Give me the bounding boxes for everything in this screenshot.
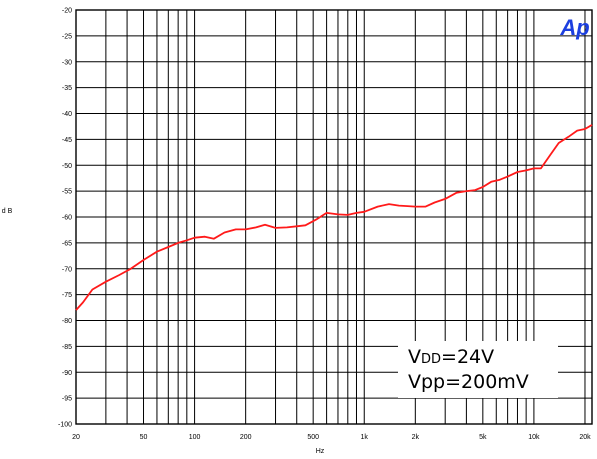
y-axis-label: d B bbox=[2, 208, 13, 215]
x-tick-label: 100 bbox=[189, 434, 201, 441]
y-tick-labels: -20 -25 -30 -35 -40 -45 -50 -55 -60 -65 -70 -75 -80 -… bbox=[58, 8, 72, 429]
y-tick-label: -25 bbox=[62, 33, 72, 40]
vpp-annotation: Vpp=200mV bbox=[408, 371, 529, 393]
x-tick-label: 20k bbox=[579, 434, 591, 441]
series-group bbox=[75, 124, 593, 311]
y-tick-label: -40 bbox=[62, 111, 72, 118]
x-tick-labels: 20 50 100 200 500 1k 2k 5k 10k 20k bbox=[72, 434, 591, 441]
y-tick-label: -90 bbox=[62, 370, 72, 377]
y-tick-label: -100 bbox=[58, 422, 72, 429]
annotation-box: VDD=24V Vpp=200mV bbox=[398, 341, 558, 398]
vdd-annotation: VDD=24V bbox=[408, 346, 494, 368]
x-tick-label: 2k bbox=[412, 434, 420, 441]
y-tick-label: -70 bbox=[62, 266, 72, 273]
ap-logo: Ap bbox=[559, 15, 589, 40]
y-tick-label: -80 bbox=[62, 318, 72, 325]
x-tick-label: 200 bbox=[240, 434, 252, 441]
x-tick-label: 10k bbox=[528, 434, 540, 441]
y-tick-label: -20 bbox=[62, 8, 72, 15]
y-tick-label: -30 bbox=[62, 59, 72, 66]
annotation-background bbox=[398, 341, 558, 398]
y-tick-label: -35 bbox=[62, 85, 72, 92]
y-tick-label: -75 bbox=[62, 292, 72, 299]
x-tick-label: 5k bbox=[479, 434, 487, 441]
response-curve bbox=[75, 124, 593, 311]
x-tick-label: 20 bbox=[72, 434, 80, 441]
x-tick-label: 500 bbox=[307, 434, 319, 441]
x-tick-label: 1k bbox=[361, 434, 369, 441]
x-axis-label: Hz bbox=[316, 448, 325, 455]
y-tick-label: -65 bbox=[62, 240, 72, 247]
y-tick-label: -45 bbox=[62, 137, 72, 144]
x-tick-label: 50 bbox=[140, 434, 148, 441]
y-tick-label: -60 bbox=[62, 215, 72, 222]
y-tick-label: -50 bbox=[62, 163, 72, 170]
y-tick-label: -55 bbox=[62, 189, 72, 196]
grid-lines bbox=[76, 10, 592, 424]
y-tick-label: -85 bbox=[62, 344, 72, 351]
y-tick-label: -95 bbox=[62, 396, 72, 403]
